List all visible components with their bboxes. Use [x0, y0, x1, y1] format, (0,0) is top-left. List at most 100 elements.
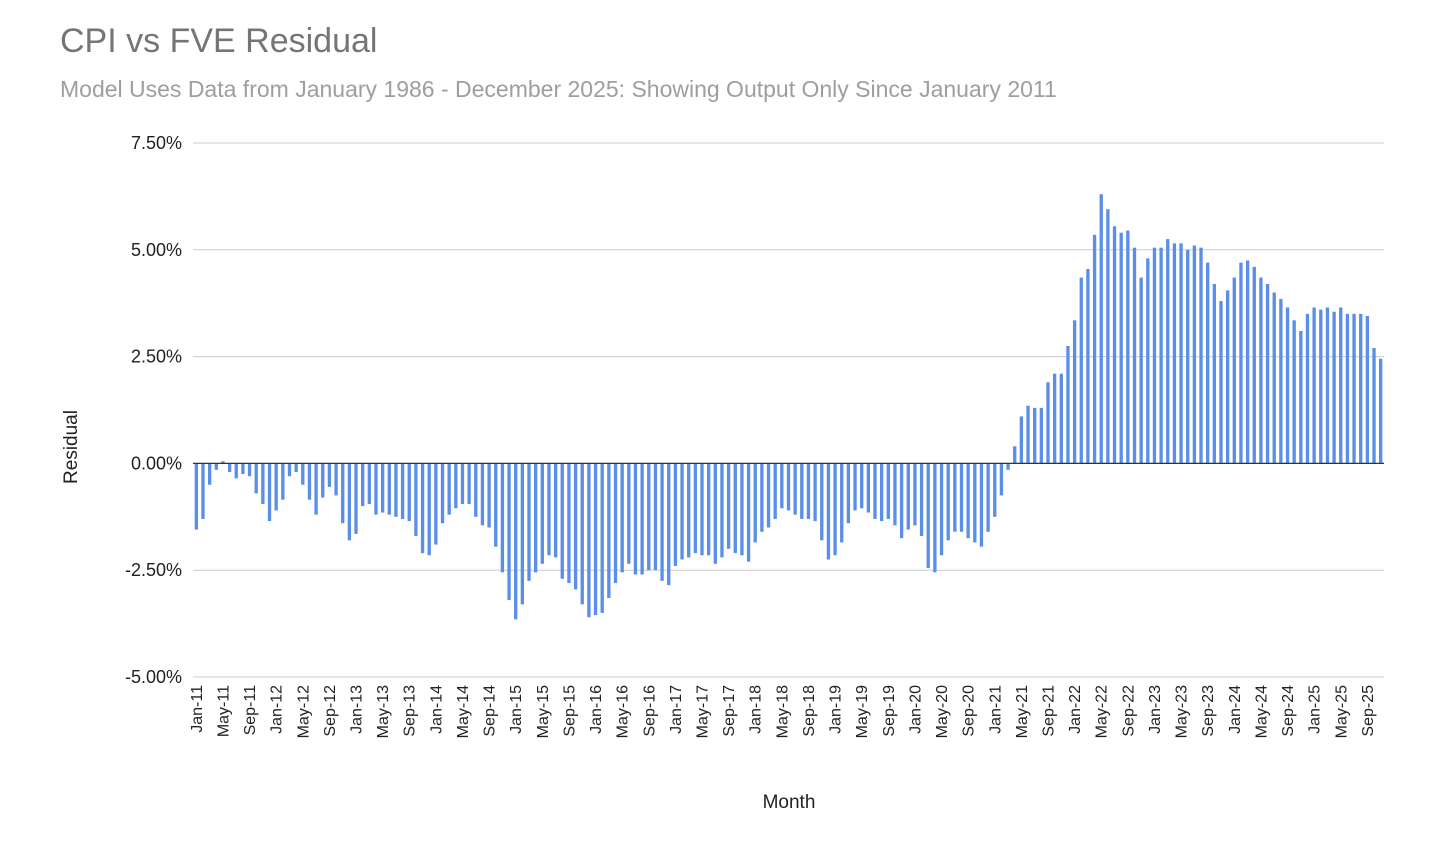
x-axis-ticks: Jan-11 May-11 Sep-11 Jan-12 May-12 Sep-12 Jan-…	[189, 685, 1377, 738]
bar	[899, 463, 904, 539]
bar	[820, 463, 824, 541]
bar	[341, 463, 345, 524]
bar	[327, 463, 332, 487]
bar	[726, 463, 731, 549]
bar	[1186, 249, 1190, 464]
bar	[813, 463, 817, 522]
x-tick-label: May-17	[695, 685, 712, 738]
x-tick-label: May-22	[1094, 685, 1111, 738]
bar-series	[194, 194, 1383, 620]
bar	[640, 463, 644, 575]
bar	[1112, 226, 1117, 464]
bar	[833, 463, 837, 556]
bar	[214, 463, 218, 470]
x-tick-label: Jan-14	[428, 685, 445, 734]
bar	[234, 463, 238, 479]
bar	[946, 463, 950, 541]
x-tick-label: May-25	[1333, 685, 1350, 738]
bar	[620, 463, 624, 573]
x-tick-label: May-21	[1014, 685, 1031, 738]
bar	[407, 463, 411, 522]
bar	[281, 463, 285, 500]
bar	[241, 463, 245, 475]
bar	[580, 463, 584, 605]
bar	[966, 463, 970, 539]
bar	[633, 463, 638, 575]
bar	[347, 463, 352, 541]
bar	[1179, 243, 1183, 464]
x-tick-label: Sep-20	[961, 685, 978, 737]
gridlines	[193, 142, 1384, 678]
x-tick-label: Jan-20	[907, 685, 924, 734]
bar	[387, 463, 391, 515]
bar	[314, 463, 318, 515]
bar	[380, 463, 385, 513]
x-tick-label: Sep-24	[1280, 685, 1297, 737]
x-tick-label: Sep-25	[1360, 685, 1377, 737]
x-tick-label: Jan-18	[748, 685, 765, 734]
x-axis-title: Month	[763, 792, 816, 813]
x-tick-label: Jan-15	[508, 685, 525, 734]
bar	[866, 463, 871, 513]
x-tick-label: Jan-22	[1067, 685, 1084, 734]
bar	[207, 463, 212, 485]
bar	[1245, 260, 1250, 464]
x-tick-label: Jan-19	[828, 685, 845, 734]
bar	[267, 463, 272, 522]
bar	[1046, 382, 1050, 464]
bar	[1172, 243, 1177, 464]
bar	[254, 463, 258, 494]
bar	[447, 463, 451, 515]
bar	[474, 463, 478, 517]
bar	[973, 463, 977, 543]
x-tick-label: May-11	[215, 685, 232, 737]
bar	[494, 463, 498, 547]
bar	[1052, 373, 1057, 464]
bar	[1199, 247, 1203, 464]
bar	[321, 463, 325, 498]
bar	[560, 463, 564, 579]
bar	[913, 463, 917, 526]
bar	[687, 463, 691, 558]
x-tick-label: Jan-16	[588, 685, 605, 734]
bar	[959, 463, 964, 532]
bar	[400, 463, 405, 519]
x-tick-label: Sep-18	[801, 685, 818, 737]
bar	[693, 463, 698, 554]
bar	[999, 463, 1004, 496]
x-tick-label: May-14	[455, 685, 472, 738]
bar	[1332, 311, 1336, 464]
bar	[1279, 298, 1283, 464]
x-tick-label: Sep-12	[322, 685, 339, 737]
bar	[800, 463, 804, 519]
bar	[846, 463, 851, 524]
bar	[567, 463, 571, 584]
bar	[374, 463, 378, 515]
bar	[860, 463, 864, 509]
bar	[746, 463, 751, 562]
bar	[514, 463, 518, 620]
bar	[853, 463, 857, 511]
bar	[786, 463, 791, 511]
bar	[926, 463, 930, 569]
bar	[1379, 358, 1383, 464]
y-tick-label: 0.00%	[131, 453, 182, 473]
bar	[454, 463, 458, 509]
x-tick-label: May-12	[295, 685, 312, 738]
bar	[1252, 266, 1256, 464]
x-tick-label: Sep-22	[1120, 685, 1137, 737]
bar	[660, 463, 664, 581]
x-tick-label: Jan-17	[668, 685, 685, 734]
bar	[247, 463, 252, 477]
bar	[1139, 277, 1143, 464]
bar	[1312, 307, 1316, 464]
bar	[740, 463, 744, 556]
bar	[1152, 247, 1157, 464]
x-tick-label: Jan-21	[987, 685, 1004, 734]
bar	[1066, 345, 1070, 464]
bar	[893, 463, 897, 526]
x-tick-label: Sep-15	[561, 685, 578, 737]
bar	[547, 463, 551, 556]
y-tick-label: 5.00%	[131, 240, 182, 260]
